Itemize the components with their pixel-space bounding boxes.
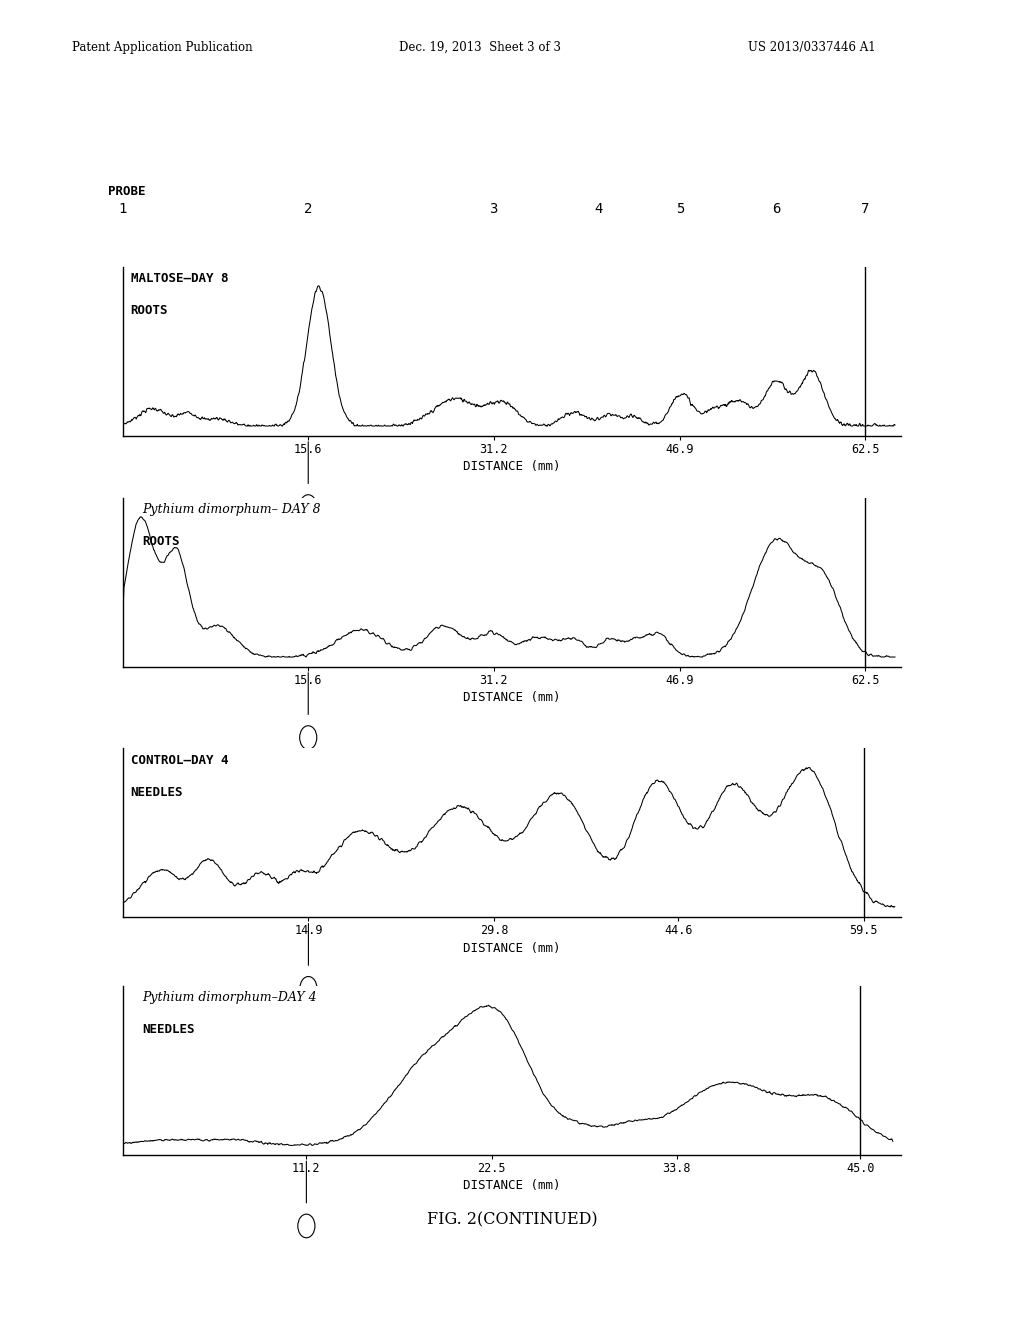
Text: ROOTS: ROOTS <box>142 535 180 548</box>
Text: NEEDLES: NEEDLES <box>142 1023 195 1036</box>
Text: Pythium dimorphum– DAY 8: Pythium dimorphum– DAY 8 <box>142 503 321 516</box>
Text: PROBE: PROBE <box>108 185 145 198</box>
Text: 7: 7 <box>861 202 869 216</box>
Text: ROOTS: ROOTS <box>131 304 168 317</box>
X-axis label: DISTANCE (mm): DISTANCE (mm) <box>463 690 561 704</box>
X-axis label: DISTANCE (mm): DISTANCE (mm) <box>463 459 561 473</box>
Text: Patent Application Publication: Patent Application Publication <box>72 41 252 54</box>
Text: Pythium dimorphum–DAY 4: Pythium dimorphum–DAY 4 <box>142 991 317 1005</box>
Text: MALTOSE–DAY 8: MALTOSE–DAY 8 <box>131 272 228 285</box>
Text: 2: 2 <box>304 202 312 216</box>
X-axis label: DISTANCE (mm): DISTANCE (mm) <box>463 1179 561 1192</box>
Text: 1: 1 <box>119 202 127 216</box>
Text: 6: 6 <box>772 202 780 216</box>
X-axis label: DISTANCE (mm): DISTANCE (mm) <box>463 941 561 954</box>
Text: 3: 3 <box>489 202 498 216</box>
Text: US 2013/0337446 A1: US 2013/0337446 A1 <box>748 41 876 54</box>
Text: CONTROL–DAY 4: CONTROL–DAY 4 <box>131 754 228 767</box>
Text: NEEDLES: NEEDLES <box>131 785 183 799</box>
Text: Dec. 19, 2013  Sheet 3 of 3: Dec. 19, 2013 Sheet 3 of 3 <box>399 41 561 54</box>
Text: 4: 4 <box>594 202 602 216</box>
Text: FIG. 2(CONTINUED): FIG. 2(CONTINUED) <box>427 1212 597 1229</box>
Text: 5: 5 <box>676 202 684 216</box>
